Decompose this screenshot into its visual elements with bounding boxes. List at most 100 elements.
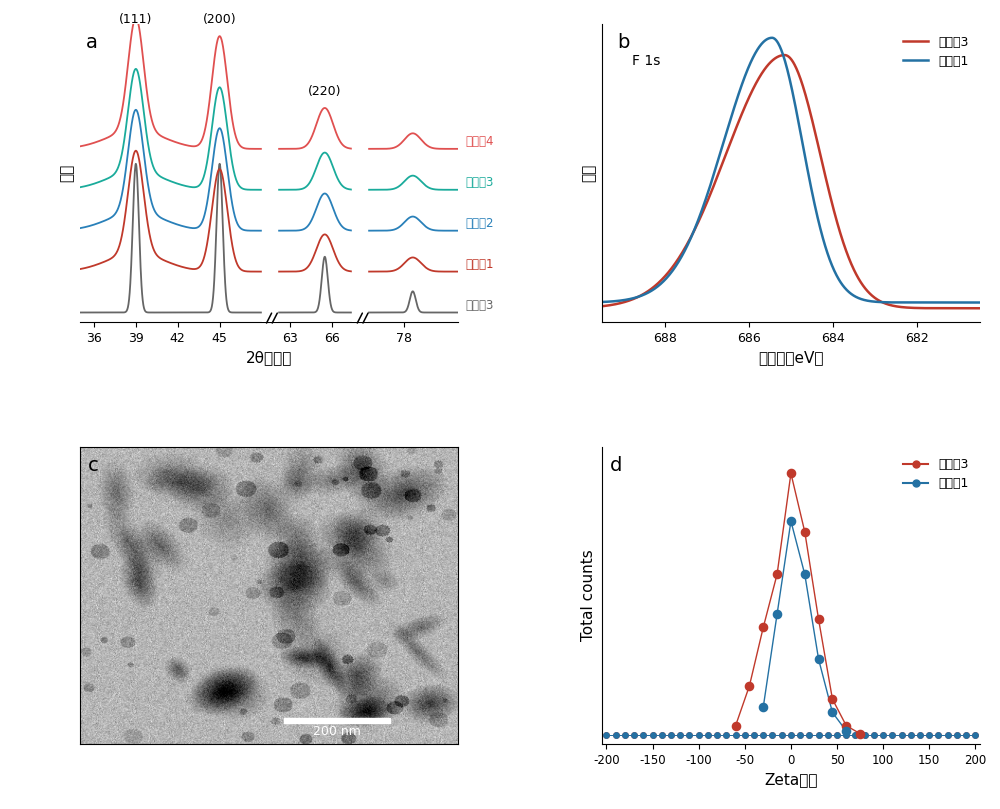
Bar: [262, 0, 277, 322]
Point: [746, 729, 762, 742]
Point: [820, 729, 836, 742]
Point: [884, 729, 900, 742]
Point: [912, 729, 928, 742]
Point: [691, 729, 707, 742]
Point: [875, 729, 891, 742]
X-axis label: 结合能（eV）: 结合能（eV）: [758, 350, 824, 365]
Point: [783, 515, 799, 527]
Point: [774, 729, 790, 742]
Point: [769, 568, 785, 581]
Point: [811, 613, 827, 626]
Point: [608, 729, 624, 742]
Point: [755, 621, 771, 634]
Text: b: b: [617, 33, 629, 53]
对比南3: [935, 303, 947, 313]
Point: [718, 729, 734, 742]
Point: [598, 729, 614, 742]
Point: [958, 729, 974, 742]
Point: [967, 729, 983, 742]
Point: [755, 729, 771, 742]
Point: [797, 568, 813, 581]
Point: [769, 608, 785, 621]
对比南3: [821, 179, 833, 188]
Point: [958, 729, 974, 742]
Point: [949, 729, 965, 742]
Point: [894, 729, 910, 742]
对比南3: [974, 303, 986, 313]
Point: [857, 729, 873, 742]
Y-axis label: Total counts: Total counts: [581, 549, 596, 642]
实施兗1: [679, 246, 691, 256]
Text: 实施兗3: 实施兗3: [466, 176, 494, 188]
Point: [783, 729, 799, 742]
Point: [718, 729, 734, 742]
Point: [626, 729, 642, 742]
Point: [635, 729, 651, 742]
Text: 200 nm: 200 nm: [313, 725, 361, 738]
Point: [654, 729, 670, 742]
Y-axis label: 强度: 强度: [581, 164, 596, 182]
Text: 对比南3: 对比南3: [466, 299, 494, 311]
Point: [672, 729, 688, 742]
Text: 实施兗4: 实施兗4: [466, 135, 494, 148]
Point: [797, 525, 813, 538]
Point: [847, 729, 863, 742]
Point: [921, 729, 937, 742]
Point: [921, 729, 937, 742]
Point: [741, 680, 757, 693]
Y-axis label: 强度: 强度: [59, 164, 74, 182]
对比南3: [596, 302, 608, 311]
实施兗1: [935, 298, 947, 307]
Point: [875, 729, 891, 742]
对比南3: [807, 121, 819, 130]
Point: [783, 467, 799, 480]
Point: [598, 729, 614, 742]
Point: [626, 729, 642, 742]
Point: [755, 729, 771, 742]
Bar: [284, 718, 390, 723]
Point: [764, 729, 780, 742]
实施兗1: [714, 150, 726, 159]
Point: [663, 729, 679, 742]
Line: 实施兗1: 实施兗1: [602, 38, 980, 303]
Point: [746, 729, 762, 742]
Point: [811, 729, 827, 742]
Point: [645, 729, 661, 742]
Point: [617, 729, 633, 742]
Text: F 1s: F 1s: [632, 54, 660, 68]
Point: [866, 729, 882, 742]
Point: [709, 729, 725, 742]
Point: [852, 727, 868, 740]
Point: [774, 729, 790, 742]
Point: [820, 729, 836, 742]
Point: [930, 729, 946, 742]
Point: [967, 729, 983, 742]
Bar: [352, 0, 367, 322]
Point: [755, 701, 771, 714]
Point: [894, 729, 910, 742]
Text: (220): (220): [308, 85, 342, 98]
Point: [829, 729, 845, 742]
Text: c: c: [88, 455, 98, 475]
Point: [728, 719, 744, 732]
Legend: 对比南3, 实施兗1: 对比南3, 实施兗1: [898, 31, 974, 73]
Point: [783, 729, 799, 742]
实施兗1: [974, 298, 986, 307]
Point: [949, 729, 965, 742]
对比南3: [679, 244, 691, 253]
Point: [801, 729, 817, 742]
X-axis label: Zeta电位: Zeta电位: [764, 773, 818, 787]
Point: [838, 729, 854, 742]
对比南3: [779, 50, 791, 60]
Point: [737, 729, 753, 742]
Point: [829, 729, 845, 742]
Point: [764, 729, 780, 742]
Text: 实施兗1: 实施兗1: [466, 257, 494, 271]
Text: 实施兗2: 实施兗2: [466, 217, 494, 230]
Point: [940, 729, 956, 742]
对比南3: [672, 255, 684, 265]
Point: [617, 729, 633, 742]
Point: [672, 729, 688, 742]
实施兗1: [766, 33, 778, 43]
Point: [681, 729, 697, 742]
